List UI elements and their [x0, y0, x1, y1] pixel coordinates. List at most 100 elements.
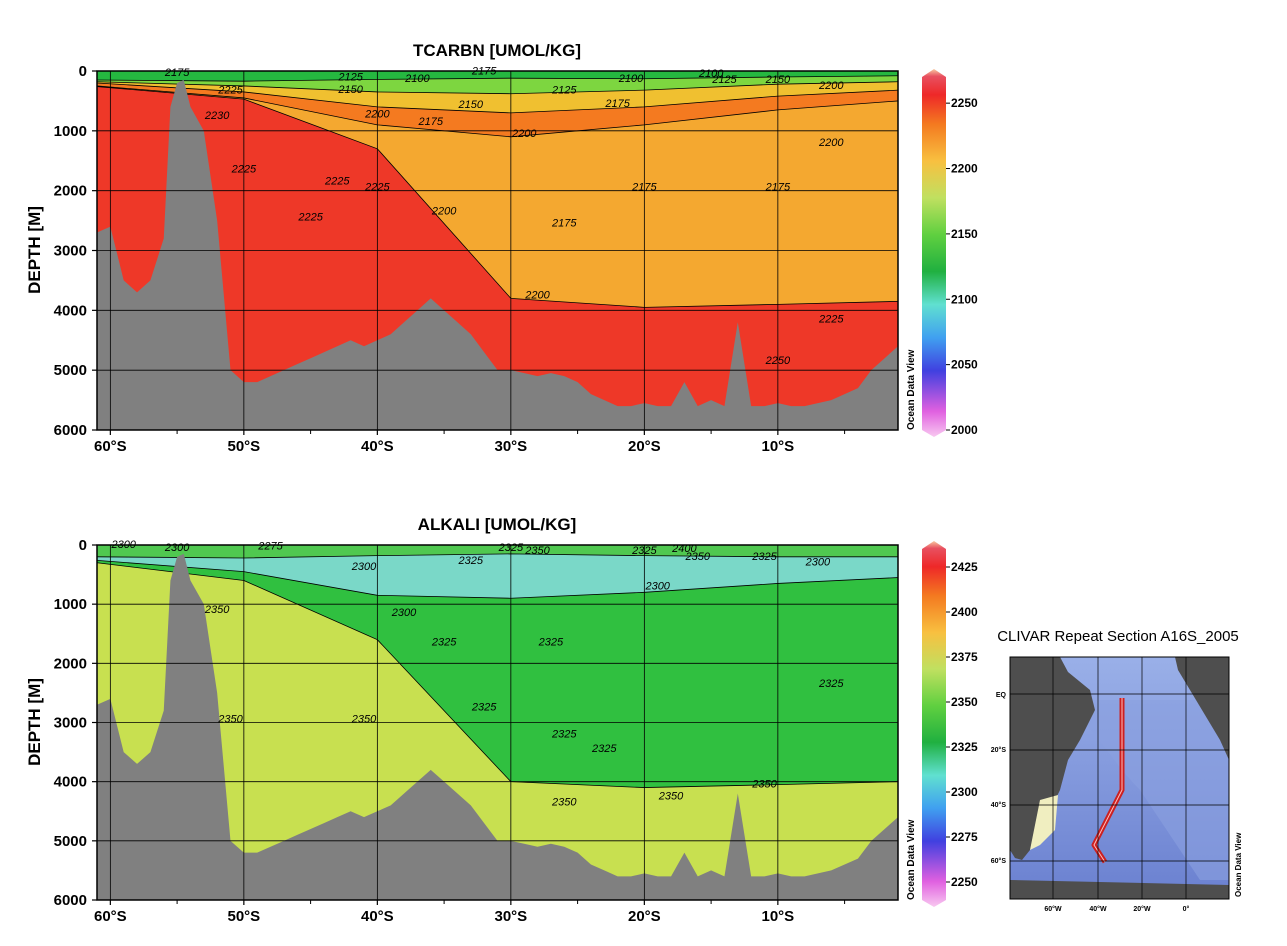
contour-label: 2250 — [765, 355, 791, 367]
contour-label: 2150 — [765, 74, 791, 86]
contour-label: 2325 — [458, 555, 484, 567]
colorbar-tick-label: 2250 — [951, 96, 978, 110]
axis-ticks: 60°S 50°S 40°S 30°S 20°S 10°S 0 1000 2000 3000 400… — [54, 537, 846, 925]
y-axis-label: DEPTH [M] — [25, 678, 44, 766]
contour-label: 2200 — [431, 206, 457, 218]
value-layer — [97, 71, 898, 308]
map-lat-label: 40°S — [991, 801, 1007, 809]
value-layer — [97, 71, 898, 82]
contour-label: 2150 — [458, 99, 484, 111]
x-tick-label: 60°S — [94, 438, 127, 455]
ocean-shading — [1060, 700, 1229, 880]
contour-label: 2300 — [351, 561, 377, 573]
contour-label: 2125 — [337, 72, 363, 84]
x-tick-label: 30°S — [494, 438, 527, 455]
contour-label: 2200 — [364, 109, 390, 121]
map-watermark: Ocean Data View — [1234, 832, 1243, 897]
contour-label: 2325 — [631, 545, 657, 557]
contour-label: 2325 — [431, 637, 457, 649]
y-tick-label: 6000 — [54, 422, 87, 439]
contour-label: 2325 — [818, 678, 844, 690]
colorbar-tick-label: 2000 — [951, 423, 978, 437]
map-lat-label: 60°S — [991, 857, 1007, 865]
colorbar-tick-label: 2050 — [951, 358, 978, 372]
continental-shelf — [1030, 795, 1058, 850]
x-tick-label: 50°S — [227, 908, 260, 925]
south-america-landmass — [1010, 657, 1095, 860]
y-tick-label: 0 — [79, 537, 87, 554]
map-lat-label: 20°S — [991, 746, 1007, 754]
x-tick-label: 40°S — [361, 908, 394, 925]
value-layer — [97, 545, 898, 788]
contour-label: 2300 — [164, 542, 190, 554]
map-lat-label: EQ — [996, 692, 1007, 699]
colorbar-tick-label: 2275 — [951, 830, 978, 844]
map-lon-label: 20°W — [1133, 905, 1151, 913]
contour-label: 2200 — [818, 137, 844, 149]
colorbar-tick-label: 2300 — [951, 785, 978, 799]
contour-label: 2350 — [217, 714, 243, 726]
colorbar-gradient — [922, 69, 946, 437]
antarctica-landmass — [1010, 880, 1229, 899]
tcarbn-panel: TCARBN [UMOL/KG] DEPTH [M] 2175 2125 21002… — [25, 41, 978, 455]
value-layer — [97, 545, 898, 599]
y-tick-label: 1000 — [54, 123, 87, 140]
contour-label: 2300 — [805, 557, 831, 569]
map-grid — [1010, 657, 1229, 899]
y-axis-label: DEPTH [M] — [25, 206, 44, 294]
y-tick-label: 3000 — [54, 715, 87, 732]
seafloor-mask — [97, 553, 898, 900]
section-track-highlight — [1093, 698, 1123, 863]
inset-map: CLIVAR Repeat Section A16S_2005 — [991, 628, 1243, 913]
contour-label: 2225 — [364, 182, 390, 194]
grid-lines — [97, 544, 898, 901]
map-lon-label: 0° — [1183, 905, 1190, 913]
colorbar-tick-label: 2375 — [951, 650, 978, 664]
contour-label: 2225 — [324, 176, 350, 188]
watermark-text: Ocean Data View — [906, 819, 917, 900]
contour-label: 2230 — [204, 110, 230, 122]
contour-label: 2275 — [257, 541, 283, 553]
contour-label: 2175 — [765, 182, 791, 194]
contour-label: 2350 — [204, 604, 230, 616]
colorbar-tick-label: 2350 — [951, 695, 978, 709]
colorbar-tick-label: 2400 — [951, 605, 978, 619]
y-tick-label: 4000 — [54, 774, 87, 791]
contour-label: 2175 — [164, 67, 190, 79]
contour-label: 2125 — [711, 74, 737, 86]
y-tick-label: 5000 — [54, 362, 87, 379]
colorbar-tick-label: 2425 — [951, 560, 978, 574]
map-lon-label: 60°W — [1044, 905, 1062, 913]
contour-label: 2175 — [631, 182, 657, 194]
x-tick-label: 20°S — [628, 438, 661, 455]
x-tick-label: 30°S — [494, 908, 527, 925]
colorbar-gradient — [922, 541, 946, 907]
chart-title: ALKALI [UMOL/KG] — [418, 515, 577, 534]
axis-ticks: 60°S 50°S 40°S 30°S 20°S 10°S 0 1000 2000 3000 400… — [54, 63, 846, 455]
watermark-text: Ocean Data View — [906, 349, 917, 430]
contour-label: 2225 — [818, 313, 844, 325]
contour-label: 2350 — [351, 714, 377, 726]
colorbar-tick-label: 2150 — [951, 227, 978, 241]
y-tick-label: 6000 — [54, 892, 87, 909]
seafloor-mask — [97, 79, 898, 430]
colorbar-tick-label: 2325 — [951, 740, 978, 754]
contour-label: 2325 — [751, 551, 777, 563]
colorbar: 2250 2200 2150 2100 2050 2000 — [922, 69, 978, 437]
contour-label: 2175 — [418, 116, 444, 128]
alkali-panel: ALKALI [UMOL/KG] DEPTH [M] 2300 2300 2275 2… — [25, 515, 978, 925]
contour-label: 2150 — [337, 84, 363, 96]
contour-label: 2300 — [391, 607, 417, 619]
y-tick-label: 2000 — [54, 655, 87, 672]
map-title: CLIVAR Repeat Section A16S_2005 — [997, 628, 1239, 645]
y-tick-label: 5000 — [54, 833, 87, 850]
colorbar-tick-label: 2250 — [951, 875, 978, 889]
contour-label: 2175 — [551, 218, 577, 230]
x-tick-label: 40°S — [361, 438, 394, 455]
contour-label: 2325 — [551, 728, 577, 740]
contour-label: 2225 — [231, 164, 257, 176]
y-tick-label: 1000 — [54, 596, 87, 613]
